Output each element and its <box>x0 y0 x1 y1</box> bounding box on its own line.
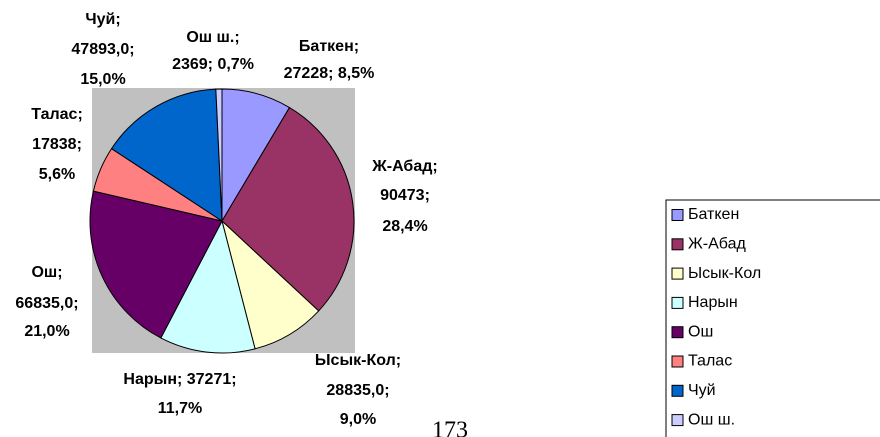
pie-slice <box>221 106 355 312</box>
pie-slice <box>215 88 223 222</box>
legend-swatch <box>671 267 684 280</box>
legend-label: Баткен <box>688 206 739 223</box>
data-label: 15,0% <box>80 71 125 88</box>
data-label: 17838; <box>32 136 82 153</box>
legend-label: Ысык-Кол <box>688 265 761 282</box>
data-label: 28835,0; <box>326 382 389 399</box>
pie-slice <box>110 88 223 222</box>
legend-swatch <box>671 209 684 221</box>
data-label: 27228; 8,5% <box>284 65 375 82</box>
data-label: 47893,0; <box>71 41 134 58</box>
data-label: Ош; <box>31 264 62 281</box>
data-label: Нарын; 37271; <box>123 371 236 388</box>
legend-swatch <box>671 355 684 368</box>
data-label: 21,0% <box>24 323 69 340</box>
data-label: Чуй; <box>85 11 120 28</box>
pie-slice <box>89 190 223 339</box>
legend-swatch <box>671 414 684 427</box>
legend-label: Ж-Абад <box>688 236 746 253</box>
data-label: Талас; <box>31 106 83 123</box>
legend-label: Чуй <box>688 382 716 399</box>
legend-label: Талас <box>688 353 732 370</box>
data-label: 2369; 0,7% <box>172 56 254 73</box>
data-label: Баткен; <box>299 38 359 55</box>
data-label: 11,7% <box>158 400 202 417</box>
legend-swatch <box>671 326 684 339</box>
legend-label: Ош <box>688 323 713 340</box>
legend-swatch <box>671 384 684 397</box>
legend-label: Ош ш. <box>688 411 735 428</box>
legend-swatch <box>671 238 684 251</box>
data-label: 66835,0; <box>15 295 78 312</box>
data-label: 9,0% <box>340 411 376 428</box>
data-label: 5,6% <box>39 166 75 183</box>
legend-label: Нарын <box>688 294 738 311</box>
page-number: 173 <box>432 418 468 437</box>
data-label: Ж-Абад; <box>371 158 437 175</box>
pie-slice <box>160 219 256 354</box>
data-label: Ош ш.; <box>186 29 239 46</box>
data-label: 90473; <box>380 187 430 204</box>
data-label: 28,4% <box>382 218 427 235</box>
legend-swatch <box>671 296 684 309</box>
legend-box <box>665 199 880 437</box>
data-label: Ысык-Кол; <box>315 352 401 369</box>
